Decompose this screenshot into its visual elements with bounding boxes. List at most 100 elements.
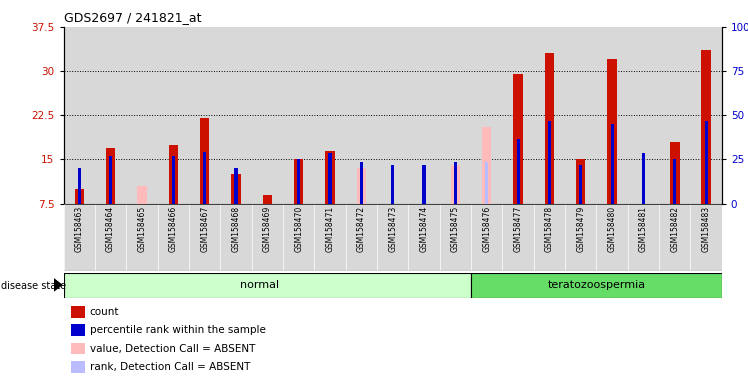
Text: normal: normal (240, 280, 279, 290)
Bar (263, 195, 272, 204)
Bar (158, 27, 189, 204)
Bar (126, 27, 158, 204)
Bar (360, 162, 363, 204)
Text: GSM158471: GSM158471 (325, 205, 334, 252)
Text: percentile rank within the sample: percentile rank within the sample (90, 325, 266, 335)
Bar (137, 186, 147, 204)
Text: GSM158478: GSM158478 (545, 205, 554, 252)
Bar (659, 27, 690, 204)
Bar (189, 27, 221, 204)
Text: GSM158468: GSM158468 (231, 205, 240, 252)
Bar (513, 74, 523, 204)
Bar (126, 204, 158, 271)
Bar (690, 27, 722, 204)
Bar (75, 189, 84, 204)
Polygon shape (54, 278, 63, 292)
Bar (482, 127, 491, 204)
Bar (95, 27, 126, 204)
Bar (377, 27, 408, 204)
Bar (690, 204, 722, 271)
Bar (534, 27, 565, 204)
Bar (471, 273, 722, 298)
Bar (596, 204, 628, 271)
Bar (642, 154, 645, 204)
Bar (64, 27, 95, 204)
Bar (64, 273, 471, 298)
Text: GSM158467: GSM158467 (200, 205, 209, 252)
Bar (545, 53, 554, 204)
Bar (283, 204, 314, 271)
Bar (702, 50, 711, 204)
Text: GSM158477: GSM158477 (514, 205, 523, 252)
Text: GSM158482: GSM158482 (670, 205, 679, 252)
Bar (221, 204, 251, 271)
Bar (297, 159, 300, 204)
Bar (251, 27, 283, 204)
Bar (109, 156, 112, 204)
Bar (628, 204, 659, 271)
Bar (548, 121, 551, 204)
Bar (440, 27, 471, 204)
Bar (565, 204, 596, 271)
Bar (283, 27, 314, 204)
Bar (203, 152, 206, 204)
Bar (221, 27, 251, 204)
Bar (408, 27, 440, 204)
Bar (314, 27, 346, 204)
Text: GSM158474: GSM158474 (420, 205, 429, 252)
Bar (454, 162, 457, 204)
Bar (485, 162, 488, 204)
Bar (328, 154, 331, 204)
Bar (705, 121, 708, 204)
Bar (200, 118, 209, 204)
Bar (659, 204, 690, 271)
Bar (189, 204, 221, 271)
Bar (346, 204, 377, 271)
Bar (231, 174, 241, 204)
Bar (391, 165, 394, 204)
Bar (610, 124, 613, 204)
Text: count: count (90, 307, 119, 317)
Bar (576, 159, 586, 204)
Text: GSM158470: GSM158470 (294, 205, 303, 252)
Bar (408, 204, 440, 271)
Bar (78, 168, 81, 204)
Bar (628, 27, 659, 204)
Text: GSM158472: GSM158472 (357, 205, 366, 252)
Bar (172, 156, 175, 204)
Text: GDS2697 / 241821_at: GDS2697 / 241821_at (64, 11, 201, 24)
Bar (517, 139, 520, 204)
Bar (440, 204, 471, 271)
Bar (471, 27, 503, 204)
Bar (423, 165, 426, 204)
Text: GSM158479: GSM158479 (576, 205, 585, 252)
Text: GSM158466: GSM158466 (169, 205, 178, 252)
Bar (106, 147, 115, 204)
Text: teratozoospermia: teratozoospermia (548, 280, 646, 290)
Text: GSM158465: GSM158465 (138, 205, 147, 252)
Bar (607, 59, 617, 204)
Bar (579, 165, 583, 204)
Text: GSM158463: GSM158463 (75, 205, 84, 252)
Bar (325, 151, 334, 204)
Bar (503, 27, 534, 204)
Bar (158, 204, 189, 271)
Text: disease state: disease state (1, 281, 67, 291)
Bar (234, 168, 238, 204)
Text: GSM158469: GSM158469 (263, 205, 272, 252)
Text: GSM158483: GSM158483 (702, 205, 711, 252)
Text: rank, Detection Call = ABSENT: rank, Detection Call = ABSENT (90, 362, 250, 372)
Text: GSM158475: GSM158475 (451, 205, 460, 252)
Text: value, Detection Call = ABSENT: value, Detection Call = ABSENT (90, 344, 255, 354)
Bar (673, 159, 676, 204)
Bar (377, 204, 408, 271)
Text: GSM158476: GSM158476 (482, 205, 491, 252)
Bar (357, 168, 366, 204)
Bar (168, 145, 178, 204)
Bar (251, 204, 283, 271)
Bar (294, 159, 304, 204)
Bar (314, 204, 346, 271)
Bar (503, 204, 534, 271)
Bar (670, 142, 679, 204)
Text: GSM158481: GSM158481 (639, 205, 648, 252)
